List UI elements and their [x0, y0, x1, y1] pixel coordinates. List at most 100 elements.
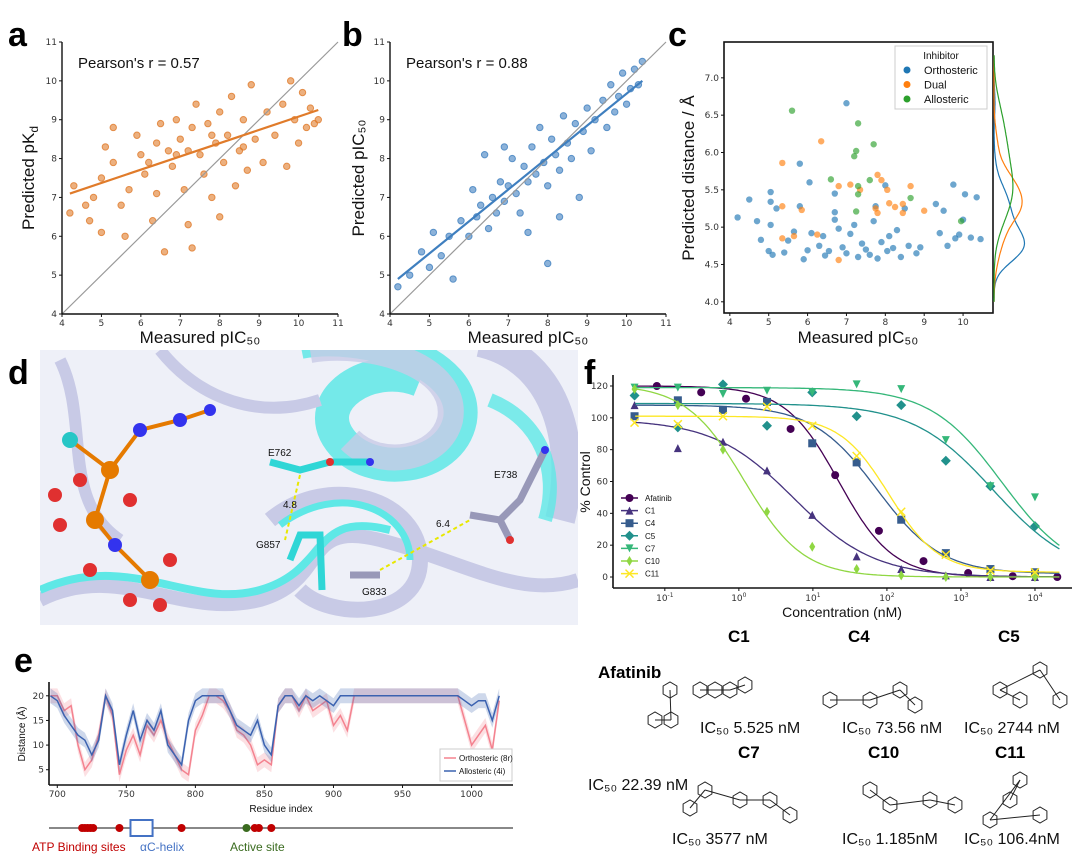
data-point-afatinib	[742, 394, 751, 403]
data-point	[500, 143, 509, 151]
x-tick-label: 100	[731, 592, 746, 604]
data-point	[488, 193, 497, 202]
data-point	[547, 135, 556, 143]
atp-binding-site-marker	[89, 824, 98, 832]
legend-label: Orthosteric	[924, 65, 978, 77]
panel-label-e: e	[14, 642, 33, 680]
data-point-orthosteric	[831, 216, 838, 223]
data-point-dual	[779, 159, 786, 167]
y-tick-label: 11	[46, 38, 57, 48]
data-point	[603, 123, 611, 132]
fit-curve-c7	[635, 386, 1060, 546]
data-point-c10	[809, 541, 816, 552]
data-point-afatinib	[874, 526, 883, 535]
y-tick-label: 9	[51, 116, 57, 126]
compound-name: Afatinib	[598, 663, 661, 682]
data-point-dual	[886, 200, 893, 207]
data-point-orthosteric	[784, 237, 792, 244]
panel-label-b: b	[342, 16, 363, 54]
x-tick-label: 950	[394, 790, 411, 800]
data-point-orthosteric	[866, 251, 873, 258]
legend-marker	[624, 530, 635, 541]
chemical-bond	[704, 789, 741, 801]
chemical-ring	[907, 696, 923, 714]
data-point-c4	[630, 412, 639, 421]
atp-binding-site-marker	[177, 824, 186, 832]
data-point-c7	[986, 482, 995, 491]
x-tick-label: 9	[256, 319, 262, 329]
data-point	[208, 193, 216, 202]
chemical-bond	[669, 689, 672, 721]
data-point-c5	[717, 379, 728, 390]
hbond-dashes	[284, 474, 471, 571]
data-point	[231, 182, 240, 190]
regression-line	[69, 108, 319, 195]
data-point	[271, 131, 279, 139]
data-point-c11	[762, 402, 772, 412]
data-point-c4	[763, 397, 772, 406]
compound-name: C5	[998, 627, 1020, 646]
legend-marker	[903, 95, 911, 103]
y-tick-label: 100	[591, 414, 608, 424]
data-point-allosteric	[854, 120, 862, 127]
data-point-orthosteric	[808, 229, 815, 237]
chemical-ring	[982, 811, 998, 829]
data-point-dual	[899, 200, 907, 208]
data-point-orthosteric	[790, 228, 798, 235]
data-point	[587, 147, 595, 155]
chemical-ring	[892, 681, 908, 699]
ylabel-c: Predicted distance / Å	[679, 95, 698, 261]
data-point-orthosteric	[757, 236, 765, 244]
x-tick-label: 4	[727, 318, 733, 328]
data-point	[528, 143, 536, 151]
x-tick-label: 104	[1027, 592, 1042, 604]
chemical-bond	[869, 789, 891, 806]
tick-exponent: 0	[743, 592, 747, 599]
data-point-orthosteric	[835, 225, 842, 232]
legend-label: Afatinib	[645, 494, 672, 503]
data-point-orthosteric	[773, 205, 780, 212]
data-point-c5	[672, 422, 683, 433]
data-point-afatinib	[697, 388, 706, 397]
data-point	[227, 92, 236, 101]
helix-ribbon	[310, 350, 464, 471]
data-point	[575, 193, 583, 202]
data-point	[85, 217, 94, 225]
data-point	[555, 166, 564, 174]
legend-f: Afatinib C1 C4 C5 C7 C10 C11	[621, 494, 672, 579]
data-point-orthosteric	[847, 230, 854, 238]
compound-ic50: IC₅₀ 3577 nM	[672, 831, 768, 848]
tick-exponent: 3	[965, 592, 969, 599]
y-tick-label: 4.5	[705, 260, 719, 270]
data-point-c4	[808, 439, 817, 448]
data-point-dual	[874, 171, 881, 179]
data-point	[567, 154, 576, 163]
data-point-c10	[764, 506, 771, 517]
data-point-orthosteric	[893, 226, 901, 234]
x-tick-label: 6	[805, 318, 811, 328]
compound-ic50: IC₅₀ 5.525 nM	[700, 720, 800, 737]
y-tick-label: 9	[379, 116, 385, 126]
data-point	[192, 100, 200, 108]
data-point-orthosteric	[917, 244, 924, 251]
data-point-orthosteric	[977, 235, 984, 243]
data-point-allosteric	[851, 153, 858, 160]
data-point-orthosteric	[870, 217, 877, 225]
atp-binding-site-marker	[115, 824, 124, 832]
x-tick-label: 850	[256, 790, 273, 800]
chemical-bond	[729, 684, 746, 691]
data-point-orthosteric	[950, 181, 957, 188]
data-point-orthosteric	[854, 253, 862, 261]
y-tick-label: 20	[33, 692, 45, 702]
data-point-orthosteric	[825, 247, 833, 255]
data-point-allosteric	[866, 176, 873, 184]
compound-ic50: IC₅₀ 106.4nM	[964, 831, 1060, 848]
data-point-c11	[852, 451, 862, 461]
data-point-dual	[874, 209, 881, 217]
fit-curve-c11	[635, 415, 1060, 573]
data-point-c11	[718, 411, 728, 421]
data-point-orthosteric	[819, 232, 827, 240]
active-site-label: Active site	[230, 840, 285, 854]
data-point	[216, 108, 224, 116]
data-point-orthosteric	[839, 244, 846, 251]
